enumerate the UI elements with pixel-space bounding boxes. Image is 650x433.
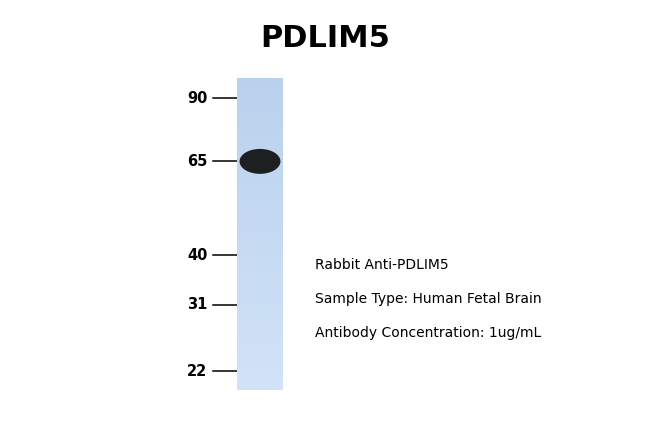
Ellipse shape [239, 149, 281, 174]
Text: 31: 31 [187, 297, 207, 312]
Text: Antibody Concentration: 1ug/mL: Antibody Concentration: 1ug/mL [315, 326, 541, 340]
Text: Rabbit Anti-PDLIM5: Rabbit Anti-PDLIM5 [315, 259, 449, 272]
Text: 40: 40 [187, 248, 207, 263]
Text: Sample Type: Human Fetal Brain: Sample Type: Human Fetal Brain [315, 292, 542, 306]
Text: 90: 90 [187, 91, 207, 106]
Text: PDLIM5: PDLIM5 [260, 24, 390, 53]
Text: 22: 22 [187, 364, 207, 379]
Text: 65: 65 [187, 154, 207, 169]
